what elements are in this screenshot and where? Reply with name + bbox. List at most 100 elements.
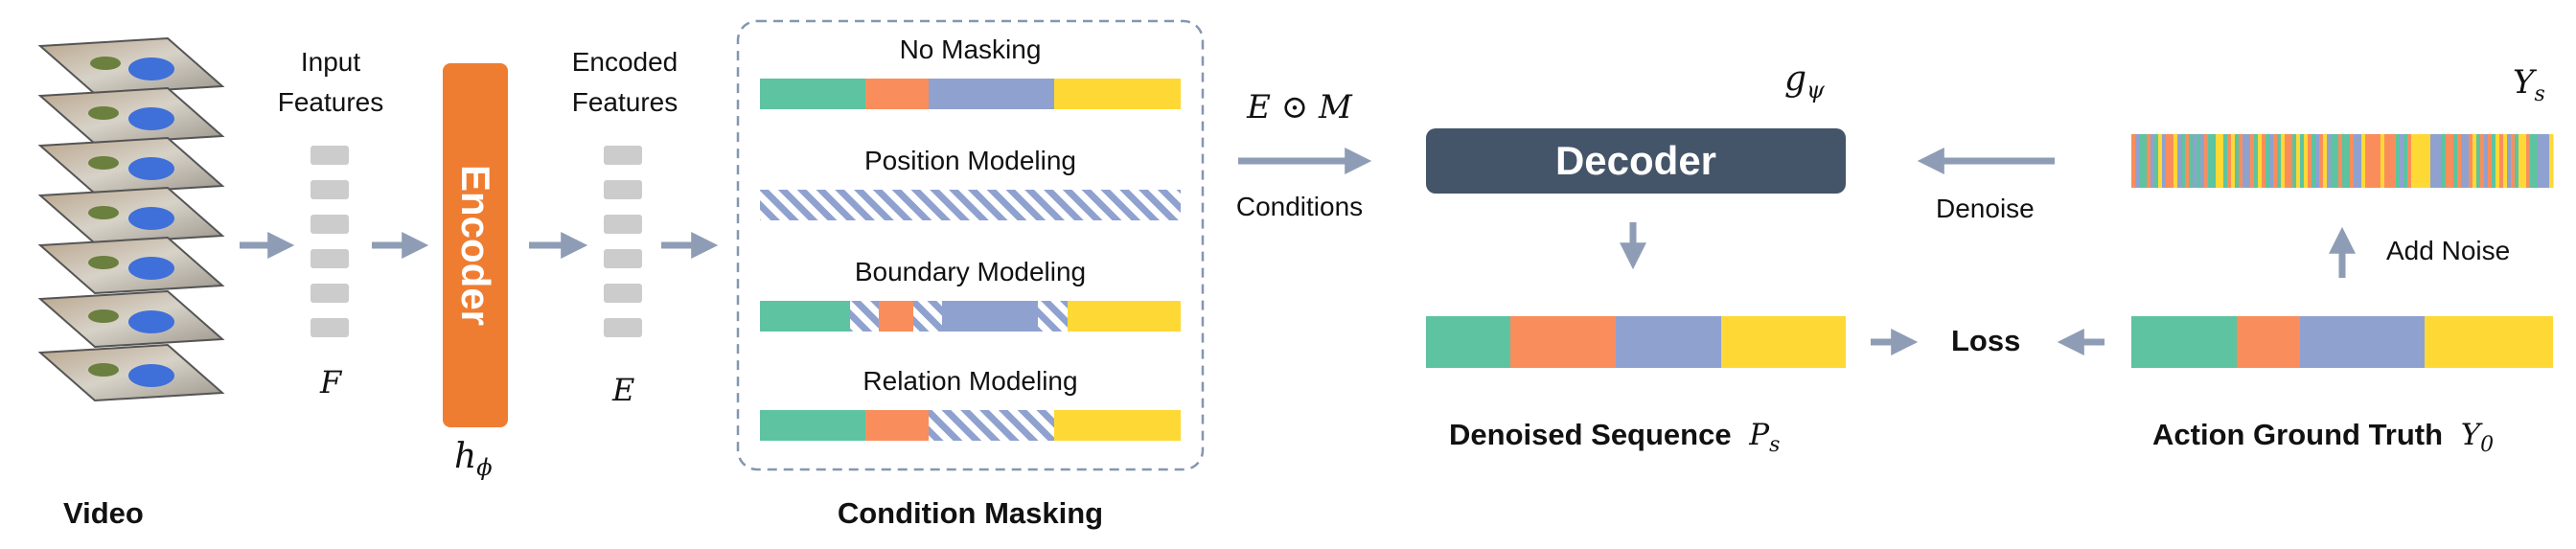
noise-stripe [2450,134,2454,188]
loss-label: Loss [1951,324,2021,357]
noise-stripe [2526,134,2531,188]
noise-stripe [2139,134,2144,188]
decoder-block [1426,128,1846,194]
row-label-position-modeling: Position Modeling [863,146,1077,175]
noise-stripe [2170,134,2174,188]
noise-stripe [2177,134,2182,188]
noise-stripe [2522,134,2527,188]
decoder-symbol-base: g [1784,59,1807,99]
decoder-symbol: gψ [1784,59,1825,103]
noise-stripe [2373,134,2378,188]
denoised-sequence-bar [1426,316,1846,368]
condition-masking-title: Condition Masking [837,496,1104,530]
noise-stripe [2465,134,2470,188]
row-label-no-masking: No Masking [899,34,1042,64]
noise-stripe [2162,134,2167,188]
noise-stripe [2549,134,2554,188]
noise-stripe [2507,134,2512,188]
noise-stripe [2154,134,2159,188]
noise-stripe [2407,134,2412,188]
encoder-symbol-sub: ϕ [476,454,493,482]
noise-stripe [2200,134,2205,188]
video-frame-6 [37,289,225,349]
noise-stripe [2384,134,2389,188]
noisy-symbol-sub: s [2534,81,2545,106]
encoder-label: Encoder [453,164,498,327]
noise-stripe [2296,134,2301,188]
noise-stripe [2400,134,2404,188]
noise-stripe [2258,134,2263,188]
video-frame-7 [37,343,225,402]
noise-stripe [2196,134,2201,188]
noise-stripe [2185,134,2190,188]
position-modeling-bar [760,190,1181,220]
encoded-features-label: Encoded Features [560,42,690,123]
noise-stripe [2254,134,2259,188]
encoded-feature-blocks [604,146,642,337]
noise-stripe [2262,134,2266,188]
noise-stripe [2250,134,2255,188]
noise-stripe [2411,134,2416,188]
noise-stripe [2242,134,2247,188]
noise-stripe [2365,134,2370,188]
no-masking-bar [760,79,1181,109]
noise-stripe [2315,134,2320,188]
noise-stripe [2319,134,2324,188]
noise-stripe [2419,134,2424,188]
noise-stripe [2457,134,2462,188]
noise-stripe [2158,134,2163,188]
decoder-label: Decoder [1554,138,1717,183]
noise-stripe [2266,134,2270,188]
noise-stripe [2246,134,2251,188]
encoder-symbol-base: h [454,437,477,476]
video-frame-3 [37,136,225,195]
noise-stripe [2426,134,2431,188]
encoded-features-label-line2: Features [571,87,678,117]
input-features-symbol: F [320,364,342,400]
noise-stripe [2538,134,2542,188]
row-label-relation-modeling: Relation Modeling [862,366,1078,396]
noise-stripe [2147,134,2151,188]
noise-stripe [2480,134,2485,188]
noise-stripe [2174,134,2178,188]
noise-stripe [2189,134,2194,188]
condition-masking-box [736,19,1205,471]
denoised-symbol-base: P [1749,418,1770,452]
ground-truth-bar [2131,316,2553,368]
noise-stripe [2288,134,2293,188]
noise-stripe [2361,134,2366,188]
noise-stripe [2453,134,2458,188]
noise-stripe [2518,134,2523,188]
input-features-label: Input Features [268,42,393,123]
noise-stripe [2334,134,2339,188]
video-frame-1 [37,36,225,96]
gt-symbol-base: Y [2460,418,2481,452]
noisy-sequence-bar [2131,134,2554,188]
noise-stripe [2545,134,2550,188]
noise-stripe [2430,134,2435,188]
noise-stripe [2369,134,2374,188]
noise-stripe [2396,134,2401,188]
denoise-label: Denoise [1936,194,2035,223]
encoder-block [443,63,508,427]
noise-stripe [2239,134,2243,188]
decoder-symbol-sub: ψ [1806,77,1825,104]
noise-stripe [2304,134,2309,188]
noise-stripe [2350,134,2355,188]
noise-stripe [2235,134,2240,188]
add-noise-label: Add Noise [2386,236,2511,265]
noise-stripe [2308,134,2312,188]
video-frames [37,36,225,402]
ground-truth-text: Action Ground Truth [2152,418,2444,451]
noise-stripe [2166,134,2171,188]
noise-stripe [2338,134,2343,188]
noise-stripe [2358,134,2362,188]
noise-stripe [2327,134,2332,188]
noise-stripe [2143,134,2148,188]
noise-stripe [2542,134,2546,188]
noise-stripe [2131,134,2136,188]
noise-stripe [2193,134,2197,188]
input-features-label-line1: Input [300,47,361,77]
noise-stripe [2380,134,2385,188]
